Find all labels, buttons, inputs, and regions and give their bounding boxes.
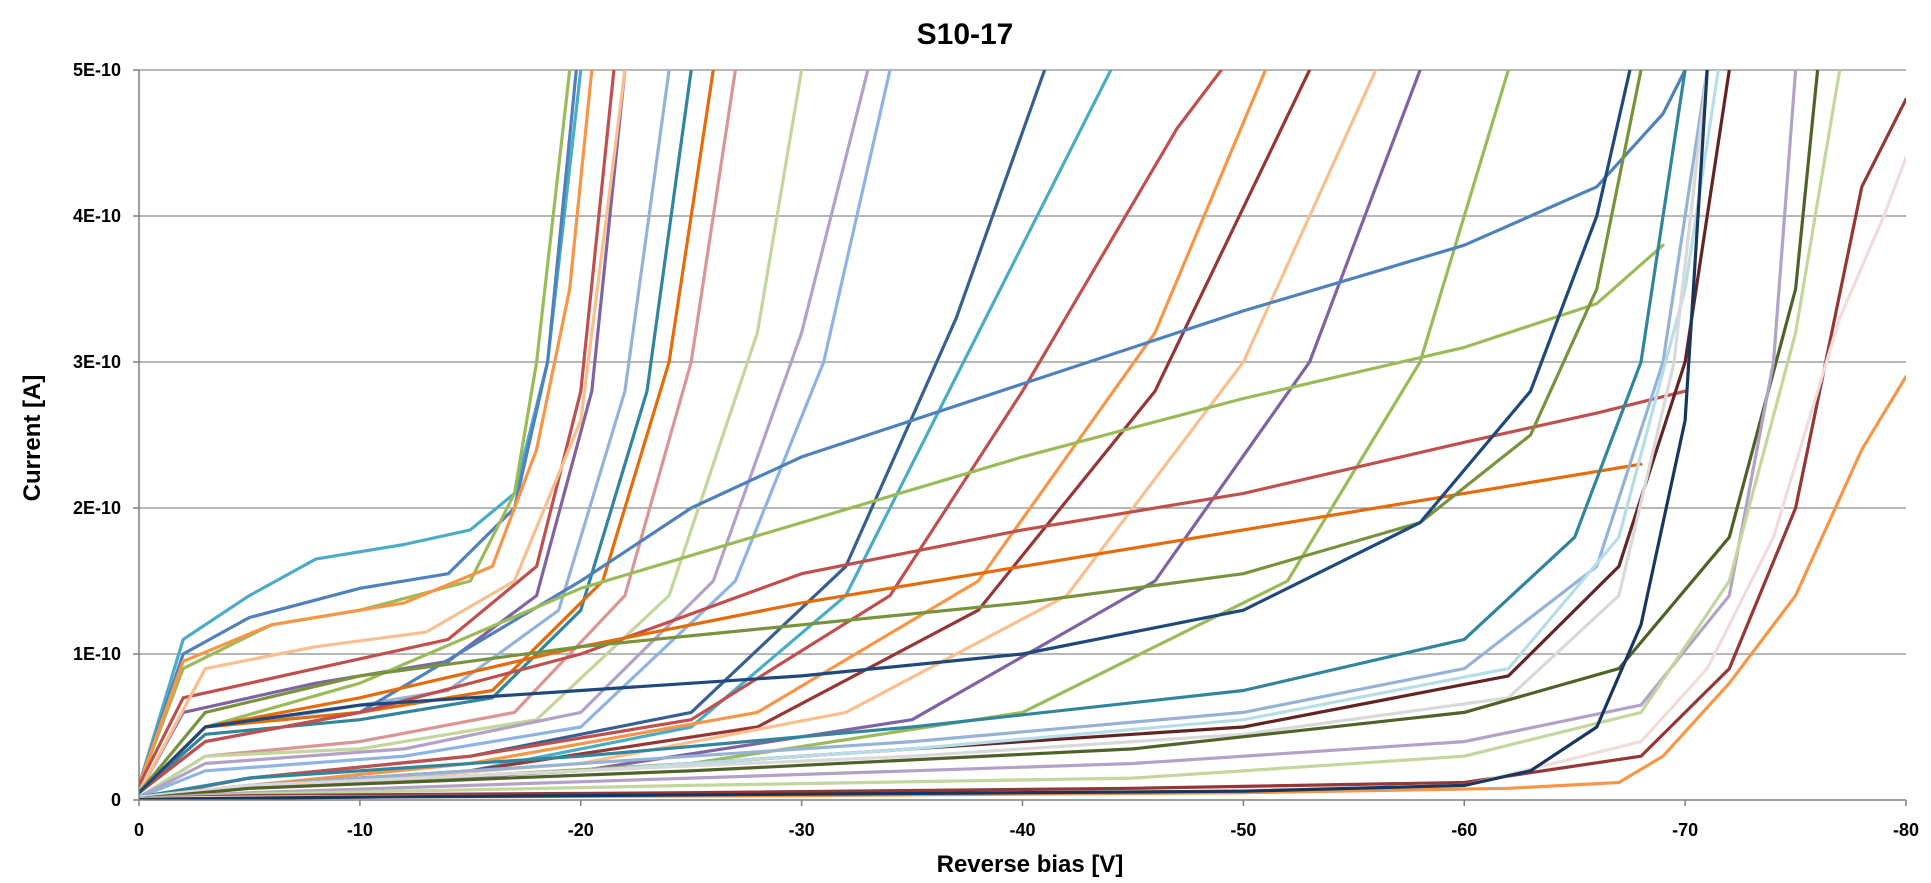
- y-tick-label: 5E-10: [73, 60, 121, 80]
- y-tick-label: 4E-10: [73, 206, 121, 226]
- y-tick-label: 2E-10: [73, 498, 121, 518]
- series-group: [139, 70, 1906, 800]
- series-line-19: [139, 70, 1378, 800]
- series-line-38: [139, 375, 1906, 800]
- x-axis-title: Reverse bias [V]: [937, 851, 1124, 878]
- series-line-22: [139, 70, 1687, 795]
- series-line-29: [139, 70, 1709, 799]
- x-tick-labels: 0 -10 -20 -30 -40 -50 -60 -70 -80: [134, 820, 1919, 840]
- series-line-6: [139, 70, 627, 795]
- series-line-27: [139, 70, 1632, 795]
- series-line-2: [139, 70, 572, 787]
- series-line-13: [139, 70, 892, 799]
- series-line-11: [139, 70, 804, 799]
- series-line-26: [139, 70, 1643, 795]
- series-line-5: [139, 70, 627, 795]
- x-tick-label: -20: [568, 820, 594, 840]
- x-tick-label: 0: [134, 820, 144, 840]
- series-line-35: [139, 70, 1842, 800]
- y-axis-title: Current [A]: [19, 375, 46, 502]
- series-line-28: [139, 70, 1687, 799]
- series-line-23: [139, 243, 1665, 795]
- x-tick-label: -70: [1672, 820, 1698, 840]
- series-line-1: [139, 70, 578, 787]
- series-line-33: [139, 70, 1820, 800]
- x-tick-label: -10: [347, 820, 373, 840]
- series-line-20: [139, 70, 1422, 800]
- series-line-25: [139, 462, 1643, 795]
- y-tick-label: 1E-10: [73, 644, 121, 664]
- axes: [133, 69, 1907, 806]
- y-tick-labels: 0 1E-10 2E-10 3E-10 4E-10 5E-10: [73, 60, 121, 810]
- x-tick-label: -50: [1230, 820, 1256, 840]
- y-tick-label: 3E-10: [73, 352, 121, 372]
- series-line-39: [139, 70, 1709, 800]
- series-line-32: [139, 70, 1709, 799]
- series-line-12: [139, 70, 870, 799]
- series-line-34: [139, 70, 1798, 800]
- series-line-30: [139, 70, 1731, 799]
- y-tick-label: 0: [111, 790, 121, 810]
- series-line-36: [139, 97, 1906, 800]
- x-tick-label: -30: [789, 820, 815, 840]
- series-line-24: [139, 389, 1687, 795]
- series-line-4: [139, 70, 616, 787]
- x-tick-label: -60: [1451, 820, 1477, 840]
- x-tick-label: -80: [1893, 820, 1919, 840]
- x-tick-label: -40: [1009, 820, 1035, 840]
- chart-title: S10-17: [917, 18, 1014, 51]
- series-line-3: [139, 70, 594, 787]
